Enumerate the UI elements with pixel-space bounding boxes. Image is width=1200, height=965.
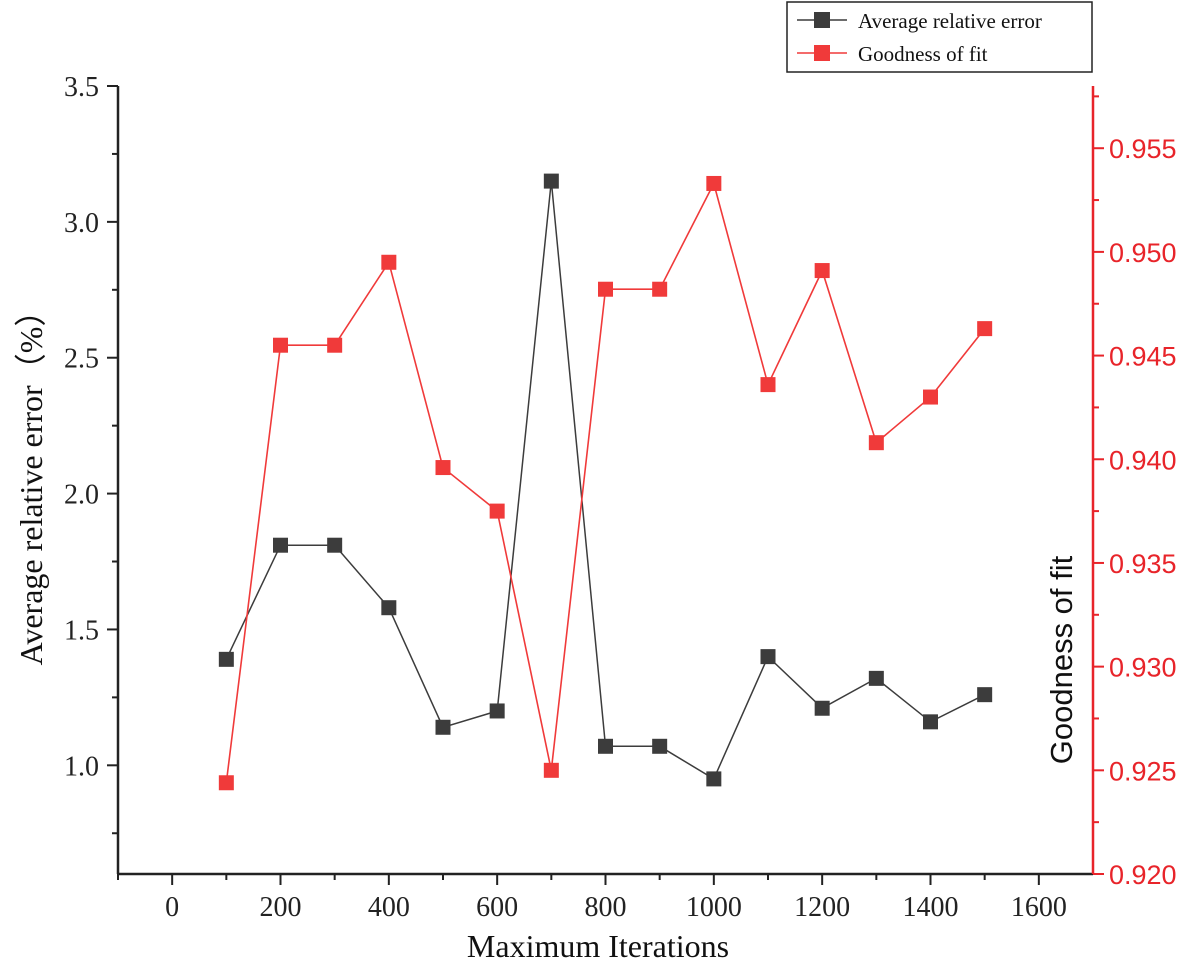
data-point-error (381, 600, 397, 616)
series-line-error (225, 181, 986, 780)
data-point-fit (327, 337, 343, 353)
x-tick-label: 400 (368, 892, 410, 923)
y2-tick-label: 0.950 (1109, 238, 1177, 268)
legend-box (786, 1, 1093, 73)
data-point-error (273, 537, 288, 553)
y-tick-label: 1.0 (64, 751, 99, 782)
data-point-fit (868, 435, 884, 451)
x-axis-title: Maximum Iterations (467, 928, 729, 964)
x-tick-label: 1000 (686, 892, 742, 923)
x-tick-label: 1200 (794, 892, 850, 923)
series-line-fit (225, 181, 986, 783)
data-point-fit (381, 254, 397, 270)
data-point-fit (273, 337, 288, 353)
y2-axis-title: Goodness of fit (1044, 555, 1079, 764)
data-point-fit (598, 281, 613, 297)
data-point-fit (652, 281, 668, 297)
data-point-error (814, 700, 830, 716)
data-point-error (977, 687, 993, 703)
y-tick-label: 2.0 (64, 480, 99, 511)
y2-tick-label: 0.925 (1109, 756, 1177, 786)
data-point-error (218, 651, 234, 667)
data-point-error (435, 719, 451, 735)
data-point-error (543, 173, 559, 189)
y-tick-label: 3.5 (64, 72, 99, 103)
data-point-error (598, 738, 613, 754)
axis-ticks (107, 85, 1104, 885)
y2-tick-label: 0.940 (1109, 445, 1177, 475)
y-tick-label: 2.5 (64, 344, 99, 375)
data-point-fit (977, 321, 993, 337)
legend-marker-fit (814, 45, 830, 61)
legend-label-error: Average relative error (858, 9, 1042, 33)
x-tick-label: 800 (585, 892, 627, 923)
data-point-error (489, 703, 505, 719)
data-point-error (923, 714, 938, 730)
data-point-fit (435, 460, 451, 476)
y-axis-title: Average relative error（%） (13, 295, 49, 666)
y2-tick-label: 0.945 (1109, 342, 1177, 372)
data-point-fit (218, 775, 234, 791)
x-tick-label: 1600 (1011, 892, 1067, 923)
legend-marker-error (814, 12, 830, 28)
data-point-fit (923, 389, 938, 405)
data-point-error (706, 771, 722, 787)
y2-tick-label: 0.930 (1109, 653, 1177, 683)
data-point-error (868, 670, 884, 686)
x-tick-label: 600 (476, 892, 518, 923)
y-tick-label: 3.0 (64, 208, 99, 239)
data-point-fit (543, 762, 559, 778)
data-point-fit (489, 503, 505, 519)
axis-tick-labels: 0 200 400 600 800 1000 1200 1400 1600 1.0 1.5 2.0 2.… (64, 72, 1177, 923)
x-tick-label: 200 (260, 892, 302, 923)
y2-tick-label: 0.935 (1109, 549, 1177, 579)
data-point-fit (706, 175, 722, 191)
data-point-error (760, 649, 776, 665)
y2-tick-label: 0.920 (1109, 860, 1177, 890)
data-point-error (652, 738, 668, 754)
series-layer (218, 173, 993, 791)
data-point-fit (814, 263, 830, 279)
legend: Average relative error Goodness of fit (786, 1, 1093, 73)
x-tick-label: 0 (165, 892, 179, 923)
data-point-error (327, 537, 343, 553)
y2-tick-label: 0.955 (1109, 134, 1177, 164)
x-tick-label: 1400 (903, 892, 959, 923)
y-tick-label: 1.5 (64, 615, 99, 646)
legend-label-fit: Goodness of fit (858, 42, 988, 66)
data-point-fit (760, 377, 776, 393)
